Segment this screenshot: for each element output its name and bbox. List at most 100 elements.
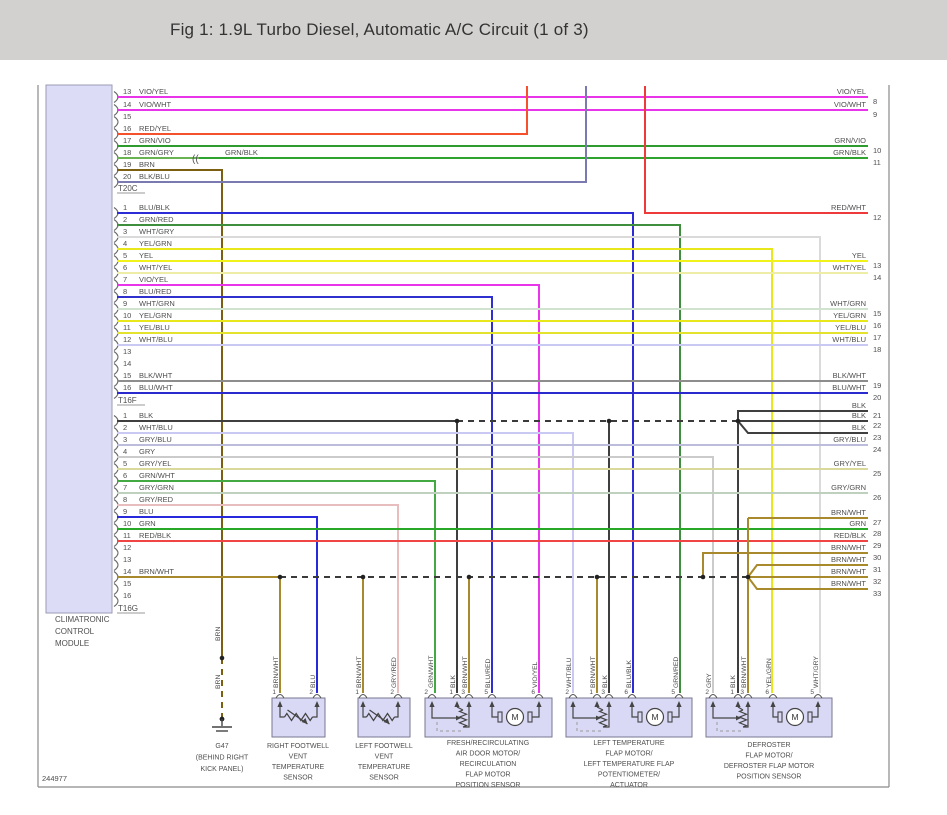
component-label: ACTUATOR bbox=[610, 782, 648, 789]
pin-wire-label: BLU bbox=[139, 507, 154, 516]
vertical-wire-label: BLK bbox=[730, 675, 737, 688]
motor-brush bbox=[497, 711, 503, 723]
vertical-wire-label: YEL/GRN bbox=[766, 658, 773, 688]
component-label: TEMPERATURE bbox=[358, 764, 411, 771]
offpage-ref-label: BLK bbox=[852, 423, 866, 432]
pin-wire-label: WHT/GRN bbox=[139, 299, 175, 308]
pin-number: 12 bbox=[123, 335, 131, 344]
offpage-ref-label: VIO/WHT bbox=[834, 100, 866, 109]
pin-number: 6 bbox=[123, 263, 127, 272]
component-label: RECIRCULATION bbox=[460, 761, 517, 768]
vertical-wire-label: BRN bbox=[215, 627, 222, 641]
junction-dot bbox=[454, 418, 460, 424]
component-pin-number: 2 bbox=[705, 689, 709, 696]
offpage-ref-label: GRY/GRN bbox=[831, 483, 866, 492]
thermistor-lead bbox=[394, 707, 399, 718]
component-pin-arc bbox=[358, 693, 368, 699]
connector-label: T16G bbox=[118, 604, 138, 613]
wire-blk-ref21 bbox=[737, 410, 868, 421]
component-pin-arc bbox=[674, 693, 684, 699]
pin-number: 15 bbox=[123, 112, 131, 121]
component-label: VENT bbox=[289, 754, 308, 761]
splice-wire-label: GRN/BLK bbox=[225, 148, 258, 157]
pin-wire-label: GRY/RED bbox=[139, 495, 174, 504]
component-label: POTENTIOMETER/ bbox=[598, 772, 660, 779]
offpage-ref-label: BRN/WHT bbox=[831, 567, 866, 576]
arrow-up bbox=[745, 701, 751, 707]
pin-wire-label: VIO/WHT bbox=[139, 100, 171, 109]
motor-lead bbox=[631, 707, 638, 718]
offpage-ref-label: VIO/YEL bbox=[837, 87, 866, 96]
component-pin-arc bbox=[568, 693, 578, 699]
arrow-up bbox=[594, 701, 600, 707]
component-pin-number: 2 bbox=[390, 689, 394, 696]
pin-number: 7 bbox=[123, 483, 127, 492]
pot-wiper bbox=[712, 707, 737, 719]
component-pin-arc bbox=[534, 693, 544, 699]
pin-number: 9 bbox=[123, 507, 127, 516]
arrow-up bbox=[710, 701, 716, 707]
offpage-ref-label: BLU/WHT bbox=[832, 383, 866, 392]
pin-wire-label: VIO/YEL bbox=[139, 275, 168, 284]
motor-lead bbox=[772, 707, 778, 718]
connector-label: T16F bbox=[118, 396, 137, 405]
junction-dot bbox=[745, 574, 751, 580]
offpage-ref-number: 24 bbox=[873, 445, 881, 454]
pin-number: 19 bbox=[123, 160, 131, 169]
offpage-ref-number: 22 bbox=[873, 421, 881, 430]
offpage-ref-number: 26 bbox=[873, 493, 881, 502]
offpage-ref-number: 20 bbox=[873, 393, 881, 402]
pot-zigzag bbox=[597, 709, 609, 728]
offpage-ref-number: 29 bbox=[873, 541, 881, 550]
mech-link-dash bbox=[436, 722, 463, 732]
motor-brush bbox=[637, 711, 643, 723]
motor-brush bbox=[807, 711, 813, 723]
component-label: AIR DOOR MOTOR/ bbox=[456, 751, 520, 758]
junction-dot bbox=[594, 574, 600, 580]
motor-circle bbox=[785, 707, 805, 727]
pin-number: 13 bbox=[123, 87, 131, 96]
component-label: LEFT TEMPERATURE FLAP bbox=[584, 761, 675, 768]
motor-lead bbox=[491, 707, 498, 718]
offpage-ref-number: 28 bbox=[873, 529, 881, 538]
pin-number: 16 bbox=[123, 591, 131, 600]
arrow-up bbox=[570, 701, 576, 707]
vertical-wire-label: BRN/WHT bbox=[462, 656, 469, 688]
offpage-ref-number: 21 bbox=[873, 411, 881, 420]
junction-dot bbox=[277, 574, 283, 580]
pin-number: 13 bbox=[123, 347, 131, 356]
vertical-wire-label: GRN/WHT bbox=[428, 656, 435, 688]
thermistor-arrowhead bbox=[301, 718, 308, 724]
pin-number: 10 bbox=[123, 519, 131, 528]
offpage-ref-number: 14 bbox=[873, 273, 881, 282]
offpage-ref-number: 13 bbox=[873, 261, 881, 270]
component-pin-number: 3 bbox=[601, 689, 605, 696]
pin-number: 5 bbox=[123, 459, 127, 468]
offpage-ref-label: BLK bbox=[852, 411, 866, 420]
pot-wiper-arrowhead bbox=[456, 715, 461, 721]
component-pin-arc bbox=[487, 693, 497, 699]
pin-arc bbox=[113, 116, 119, 128]
arrow-up bbox=[606, 701, 612, 707]
pin-arc bbox=[113, 595, 119, 607]
pin-number: 2 bbox=[123, 423, 127, 432]
pin-number: 11 bbox=[123, 531, 131, 540]
wire-wht-blu-g2 bbox=[117, 432, 574, 693]
pin-number: 3 bbox=[123, 435, 127, 444]
pin-wire-label: GRY/GRN bbox=[139, 483, 174, 492]
figure-title-bar: Fig 1: 1.9L Turbo Diesel, Automatic A/C … bbox=[0, 0, 947, 60]
component-label: FLAP MOTOR/ bbox=[745, 753, 792, 760]
vertical-wire-label: GRY/RED bbox=[391, 657, 398, 688]
offpage-ref-label: RED/WHT bbox=[831, 203, 866, 212]
arrow-up bbox=[676, 701, 682, 707]
component-label: FLAP MOTOR/ bbox=[605, 751, 652, 758]
pin-number: 1 bbox=[123, 203, 127, 212]
vertical-wire-label: BRN/WHT bbox=[356, 656, 363, 688]
junction-dot bbox=[606, 418, 612, 424]
pot-wiper bbox=[572, 707, 597, 719]
motor-lead bbox=[532, 707, 540, 718]
arrow-up bbox=[429, 701, 435, 707]
component-pin-arc bbox=[813, 693, 823, 699]
